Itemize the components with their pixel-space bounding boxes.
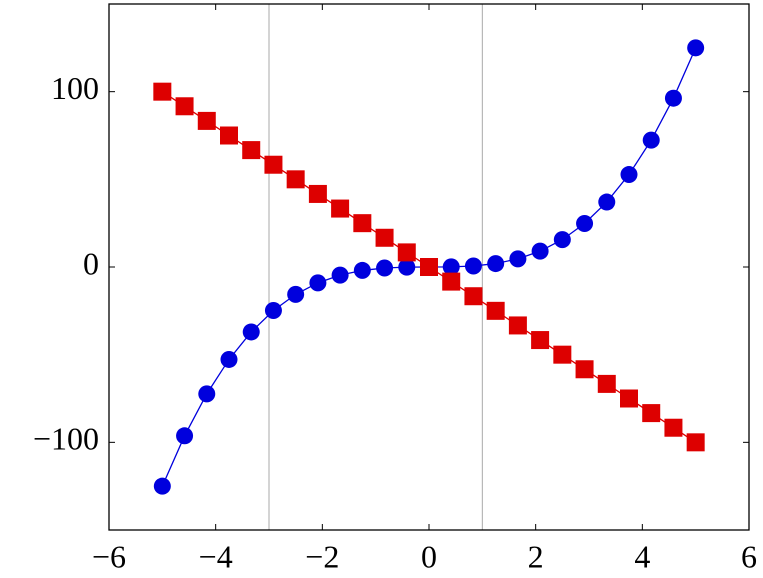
plot-frame <box>108 3 750 531</box>
marker <box>308 184 327 203</box>
marker <box>642 131 660 149</box>
y-tick-label: −100 <box>33 421 99 457</box>
marker <box>175 97 194 116</box>
marker <box>397 243 416 262</box>
marker <box>242 141 261 160</box>
x-tick-label: −2 <box>305 538 339 574</box>
marker <box>597 374 616 393</box>
marker <box>376 259 394 277</box>
marker <box>242 323 260 341</box>
marker <box>198 385 216 403</box>
marker <box>509 250 527 268</box>
marker <box>153 82 172 101</box>
marker <box>331 266 349 284</box>
marker <box>508 316 527 335</box>
marker <box>197 111 216 130</box>
marker <box>176 427 194 445</box>
marker <box>153 477 171 495</box>
x-tick-label: −6 <box>92 538 126 574</box>
x-tick-label: −4 <box>199 538 233 574</box>
marker <box>442 272 461 291</box>
marker <box>442 258 460 276</box>
marker <box>331 199 350 218</box>
x-tick-label: 2 <box>528 538 544 574</box>
x-tick-label: 4 <box>634 538 650 574</box>
marker <box>286 170 305 189</box>
marker <box>620 166 638 184</box>
x-tick-label: 0 <box>421 538 437 574</box>
marker <box>642 404 661 423</box>
marker <box>375 228 394 247</box>
marker <box>464 257 482 275</box>
marker <box>220 126 238 145</box>
marker <box>287 285 305 303</box>
marker <box>264 302 282 320</box>
y-tick-label: 100 <box>51 70 99 106</box>
marker <box>420 258 438 276</box>
marker <box>486 301 505 320</box>
marker <box>531 242 549 260</box>
marker <box>687 39 705 57</box>
marker <box>576 214 594 232</box>
marker <box>309 274 327 292</box>
marker <box>353 214 372 233</box>
x-tick-label: 6 <box>741 538 757 574</box>
marker <box>553 345 572 364</box>
marker <box>686 433 705 452</box>
marker <box>598 193 616 211</box>
marker <box>398 258 416 276</box>
marker <box>575 360 594 379</box>
marker <box>464 287 483 306</box>
marker <box>220 350 238 368</box>
marker <box>264 155 283 174</box>
marker <box>620 389 638 408</box>
marker <box>353 261 371 279</box>
marker <box>553 231 571 249</box>
marker <box>531 331 550 350</box>
y-tick-label: 0 <box>83 245 99 281</box>
marker <box>664 418 683 437</box>
marker <box>664 89 682 107</box>
marker <box>487 255 505 273</box>
